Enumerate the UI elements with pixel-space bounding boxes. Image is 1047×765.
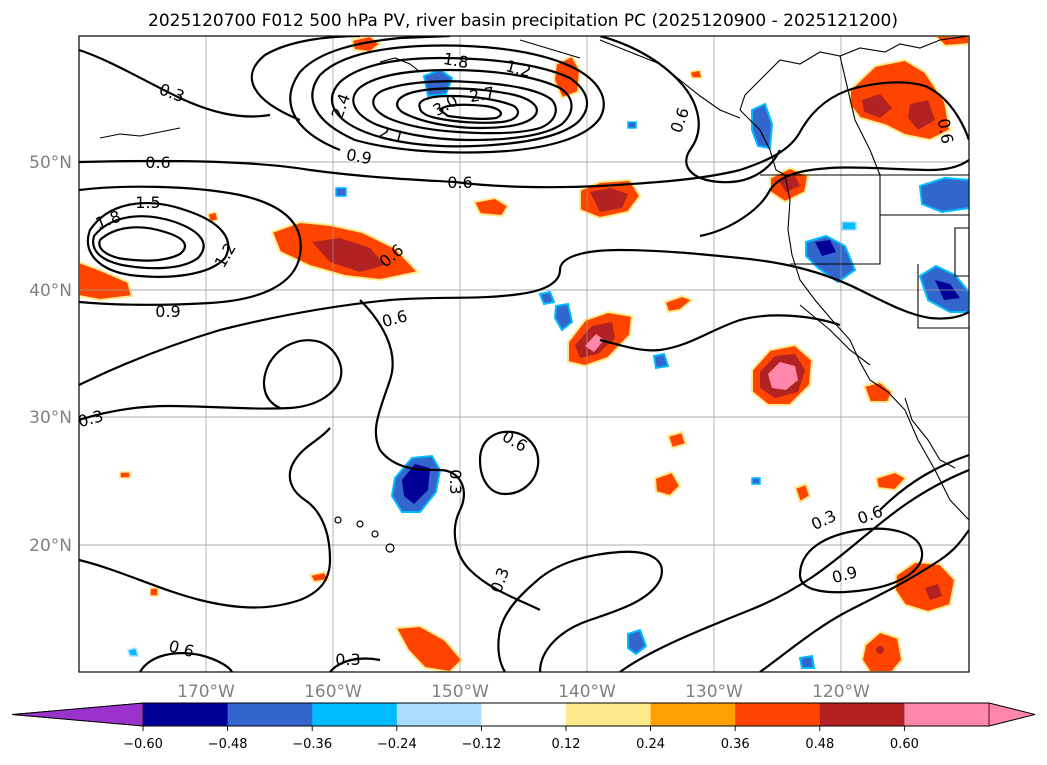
colorbar-segment xyxy=(227,703,313,726)
lon-label-170w: 170°W xyxy=(177,682,235,702)
colorbar-segment xyxy=(481,703,567,726)
contour-label: 0.9 xyxy=(345,145,373,168)
colorbar-tick-label: 0.48 xyxy=(805,737,834,752)
pv-contours xyxy=(79,36,969,672)
precip-positive-area xyxy=(579,178,642,220)
colorbar-tick-label: −0.24 xyxy=(377,737,417,752)
colorbar-tick-label: −0.36 xyxy=(292,737,332,752)
colorbar-extend-max xyxy=(988,702,1036,727)
colorbar-tick-label: 0.36 xyxy=(721,737,750,752)
latitude-labels: 50°N 40°N 30°N 20°N xyxy=(29,153,72,556)
contour-label: 0.6 xyxy=(447,173,472,192)
map-panel: 0.3 0.6 1.5 1.8 1.2 0.9 0.6 0.6 2.1 0.9 … xyxy=(79,36,969,672)
precip-negative-area xyxy=(918,264,969,313)
precip-positive-area xyxy=(394,624,464,672)
figure-title: 2025120700 F012 500 hPa PV, river basin … xyxy=(148,11,898,31)
precip-positive-area xyxy=(79,260,134,302)
lat-label-40n: 40°N xyxy=(29,281,72,301)
precip-positive-area xyxy=(567,310,634,368)
precip-positive-area xyxy=(751,343,814,406)
contour-label: 0.3 xyxy=(446,469,465,494)
precip-positive-area xyxy=(860,630,904,672)
precip-positive-area xyxy=(849,58,952,142)
longitude-labels: 170°W 160°W 150°W 140°W 130°W 120°W xyxy=(177,682,870,702)
colorbar-extend-min xyxy=(11,702,144,727)
colorbar-tick-label: 0.12 xyxy=(552,737,581,752)
contour-label: 0.6 xyxy=(934,117,957,145)
precip-negative-area xyxy=(805,234,857,284)
contour-label: 0.3 xyxy=(335,650,360,669)
colorbar-segment xyxy=(566,703,652,726)
lat-label-50n: 50°N xyxy=(29,153,72,173)
colorbar-tick-label: −0.48 xyxy=(208,737,248,752)
colorbar: −0.60 −0.48 −0.36 −0.24 −0.12 0.12 0.24 0.36 0.4… xyxy=(11,702,1036,752)
coastlines xyxy=(99,36,969,553)
map-frame xyxy=(78,35,970,673)
lon-label-140w: 140°W xyxy=(558,682,616,702)
precip-positive-area xyxy=(769,166,810,204)
colorbar-segment xyxy=(904,703,990,726)
colorbar-tick-label: −0.60 xyxy=(123,737,163,752)
colorbar-tick-label: 0.60 xyxy=(890,737,919,752)
lat-label-20n: 20°N xyxy=(29,536,72,556)
contour-label: 1.5 xyxy=(135,193,160,212)
colorbar-segment xyxy=(650,703,736,726)
lon-label-120w: 120°W xyxy=(812,682,870,702)
lon-label-130w: 130°W xyxy=(685,682,743,702)
colorbar-segment xyxy=(735,703,821,726)
lon-label-160w: 160°W xyxy=(304,682,362,702)
contour-label: 0.9 xyxy=(155,302,180,321)
lon-label-150w: 150°W xyxy=(431,682,489,702)
contour-label: 1.8 xyxy=(442,49,470,72)
colorbar-segment xyxy=(143,703,229,726)
lat-label-30n: 30°N xyxy=(29,408,72,428)
colorbar-segment xyxy=(396,703,482,726)
colorbar-tick-label: −0.12 xyxy=(461,737,501,752)
colorbar-tick-label: 0.24 xyxy=(636,737,665,752)
contour-label: 2.7 xyxy=(468,83,496,106)
colorbar-segment xyxy=(819,703,905,726)
contour-label: 0.6 xyxy=(145,153,170,172)
precip-positive-area xyxy=(270,220,420,282)
colorbar-segment xyxy=(312,703,398,726)
